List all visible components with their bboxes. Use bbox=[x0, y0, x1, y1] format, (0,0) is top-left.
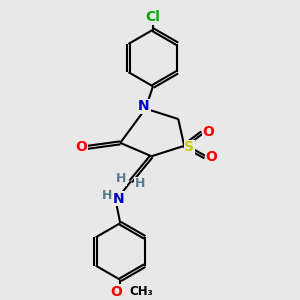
Text: Cl: Cl bbox=[146, 10, 160, 24]
Text: S: S bbox=[184, 140, 194, 154]
Text: N: N bbox=[112, 191, 124, 206]
Text: CH₃: CH₃ bbox=[129, 285, 153, 298]
Text: H: H bbox=[102, 189, 112, 202]
Text: O: O bbox=[111, 285, 123, 299]
Text: H: H bbox=[116, 172, 126, 185]
Text: O: O bbox=[75, 140, 87, 154]
Text: O: O bbox=[203, 125, 214, 140]
Text: N: N bbox=[138, 99, 150, 113]
Text: H: H bbox=[134, 177, 145, 190]
Text: O: O bbox=[206, 150, 218, 164]
